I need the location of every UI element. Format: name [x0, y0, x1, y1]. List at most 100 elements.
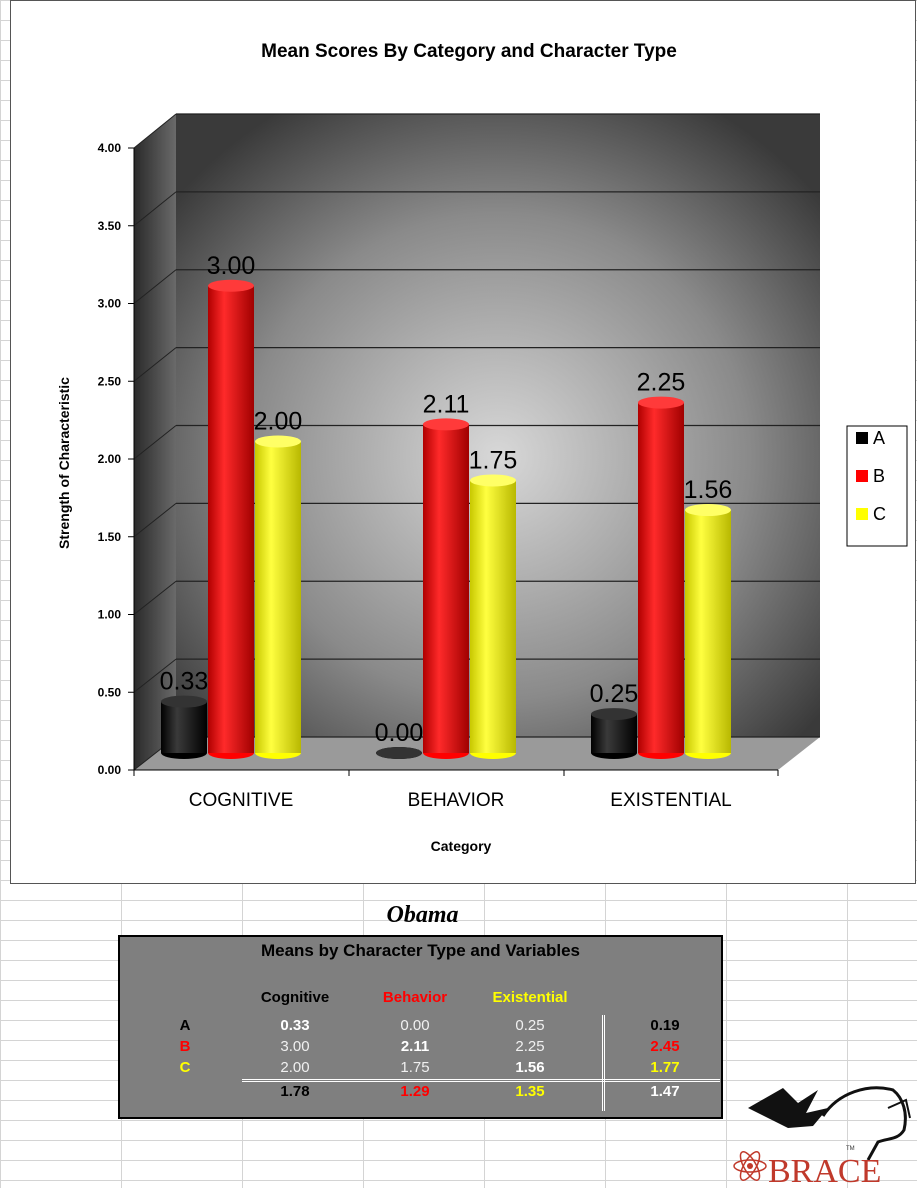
- x-axis: COGNITIVE BEHAVIOR EXISTENTIAL: [133, 769, 779, 811]
- legend-swatch: [856, 432, 868, 444]
- bar-B-cognitive: [208, 279, 254, 759]
- legend: ABC: [856, 428, 886, 524]
- table-title: Means by Character Type and Variables: [260, 941, 581, 960]
- means-table: Means by Character Type and Variables Co…: [118, 935, 723, 1119]
- bar-B-behavior: [423, 418, 469, 759]
- column-header: Existential: [492, 989, 568, 1006]
- data-label: 0.33: [160, 668, 209, 696]
- bar-chart: Mean Scores By Category and Character Ty…: [56, 41, 908, 854]
- chart-frame: Mean Scores By Category and Character Ty…: [10, 0, 916, 884]
- bar-body: [161, 701, 207, 753]
- bar-top: [208, 279, 254, 292]
- row-header: C: [179, 1059, 191, 1076]
- bar-body: [255, 441, 301, 753]
- chart-title: Mean Scores By Category and Character Ty…: [261, 41, 677, 62]
- data-label: 1.56: [684, 476, 733, 504]
- bar-A-existential: [591, 708, 637, 759]
- legend-swatch: [856, 508, 868, 520]
- table-cell: 1.56: [515, 1059, 545, 1076]
- legend-label: C: [873, 504, 886, 524]
- table-cell: 0.00: [400, 1017, 430, 1034]
- grand-total: 1.47: [650, 1083, 680, 1100]
- y-tick-label: 1.50: [98, 530, 122, 544]
- bar-body: [470, 480, 516, 753]
- brace-wordmark: BRACE: [768, 1153, 881, 1188]
- bar-top: [423, 418, 469, 431]
- gridline-side: [133, 580, 177, 615]
- gridline-side: [133, 191, 177, 227]
- gridline-side: [133, 269, 177, 304]
- bar-body: [591, 714, 637, 753]
- x-tick-label: COGNITIVE: [189, 790, 294, 811]
- legend-box: [846, 425, 908, 547]
- bar-C-cognitive: [255, 435, 301, 759]
- bar-top: [161, 695, 207, 708]
- bar-body: [423, 424, 469, 753]
- bar-B-existential: [638, 396, 684, 759]
- data-label: 1.75: [469, 446, 518, 474]
- y-tick-label: 2.00: [98, 452, 122, 466]
- x-axis-title: Category: [431, 838, 492, 854]
- data-label: 2.11: [423, 390, 470, 418]
- y-tick-label: 3.00: [98, 297, 122, 311]
- row-header: A: [179, 1017, 191, 1034]
- data-labels: 0.33 3.00 2.00 0.00 2.11 1.75 0.25 2.25 1.56: [160, 252, 733, 747]
- row-total: 2.45: [650, 1038, 680, 1055]
- bar-A-cognitive: [161, 695, 207, 759]
- table-divider-horizontal: [242, 1079, 720, 1082]
- data-label: 0.00: [375, 719, 424, 747]
- y-axis: 0.00 0.50 1.00 1.50 2.00 2.50 3.00 3.50 4.00: [98, 141, 135, 777]
- y-tick-label: 3.50: [98, 219, 122, 233]
- bar-body: [208, 285, 254, 753]
- data-label: 2.00: [254, 408, 303, 436]
- legend-label: A: [873, 428, 885, 448]
- bar-top: [255, 435, 301, 448]
- table-cell: 0.25: [515, 1017, 545, 1034]
- column-total: 1.78: [280, 1083, 310, 1100]
- row-header: B: [179, 1038, 191, 1055]
- gridline-side: [133, 502, 177, 538]
- table-heading: Obama: [386, 902, 459, 928]
- gridline-side: [133, 658, 177, 693]
- bar-top: [376, 747, 422, 759]
- y-axis-title: Strength of Characteristic: [56, 377, 72, 549]
- x-tick-label: BEHAVIOR: [408, 790, 505, 811]
- column-total: 1.29: [400, 1083, 430, 1100]
- y-tick-label: 0.50: [98, 685, 122, 699]
- column-total: 1.35: [515, 1083, 545, 1100]
- gridline-side: [133, 425, 177, 460]
- legend-swatch: [856, 470, 868, 482]
- table-cell: 2.11: [400, 1038, 430, 1055]
- data-label: 2.25: [637, 369, 686, 397]
- table-cell: 2.00: [280, 1059, 310, 1076]
- bar-top: [470, 474, 516, 487]
- gridline-side: [133, 113, 177, 149]
- column-header: Behavior: [382, 989, 448, 1006]
- x-tick-label: EXISTENTIAL: [610, 790, 731, 811]
- table-divider-vertical: [602, 1015, 605, 1111]
- row-total: 0.19: [650, 1017, 680, 1034]
- gridline-side: [133, 347, 177, 382]
- bar-body: [638, 402, 684, 753]
- row-total: 1.77: [650, 1059, 680, 1076]
- legend-label: B: [873, 466, 885, 486]
- bar-top: [685, 504, 731, 517]
- y-tick-label: 1.00: [98, 608, 122, 622]
- bar-body: [685, 510, 731, 753]
- table-cell: 3.00: [280, 1038, 310, 1055]
- brace-tm: TM: [846, 1146, 855, 1152]
- column-header: Cognitive: [260, 989, 330, 1006]
- pegasus-icon: [748, 1086, 911, 1161]
- bar-top: [591, 708, 637, 721]
- atom-icon: [733, 1151, 767, 1181]
- bar-A-behavior: [376, 747, 422, 759]
- data-label: 0.25: [590, 680, 639, 708]
- y-tick-label: 2.50: [98, 374, 122, 388]
- y-tick-label: 0.00: [98, 763, 122, 777]
- bar-C-behavior: [470, 474, 516, 759]
- table-cell: 2.25: [515, 1038, 545, 1055]
- table-cell: 0.33: [280, 1017, 310, 1034]
- table-cell: 1.75: [400, 1059, 430, 1076]
- bar-top: [638, 396, 684, 409]
- data-label: 3.00: [207, 252, 256, 280]
